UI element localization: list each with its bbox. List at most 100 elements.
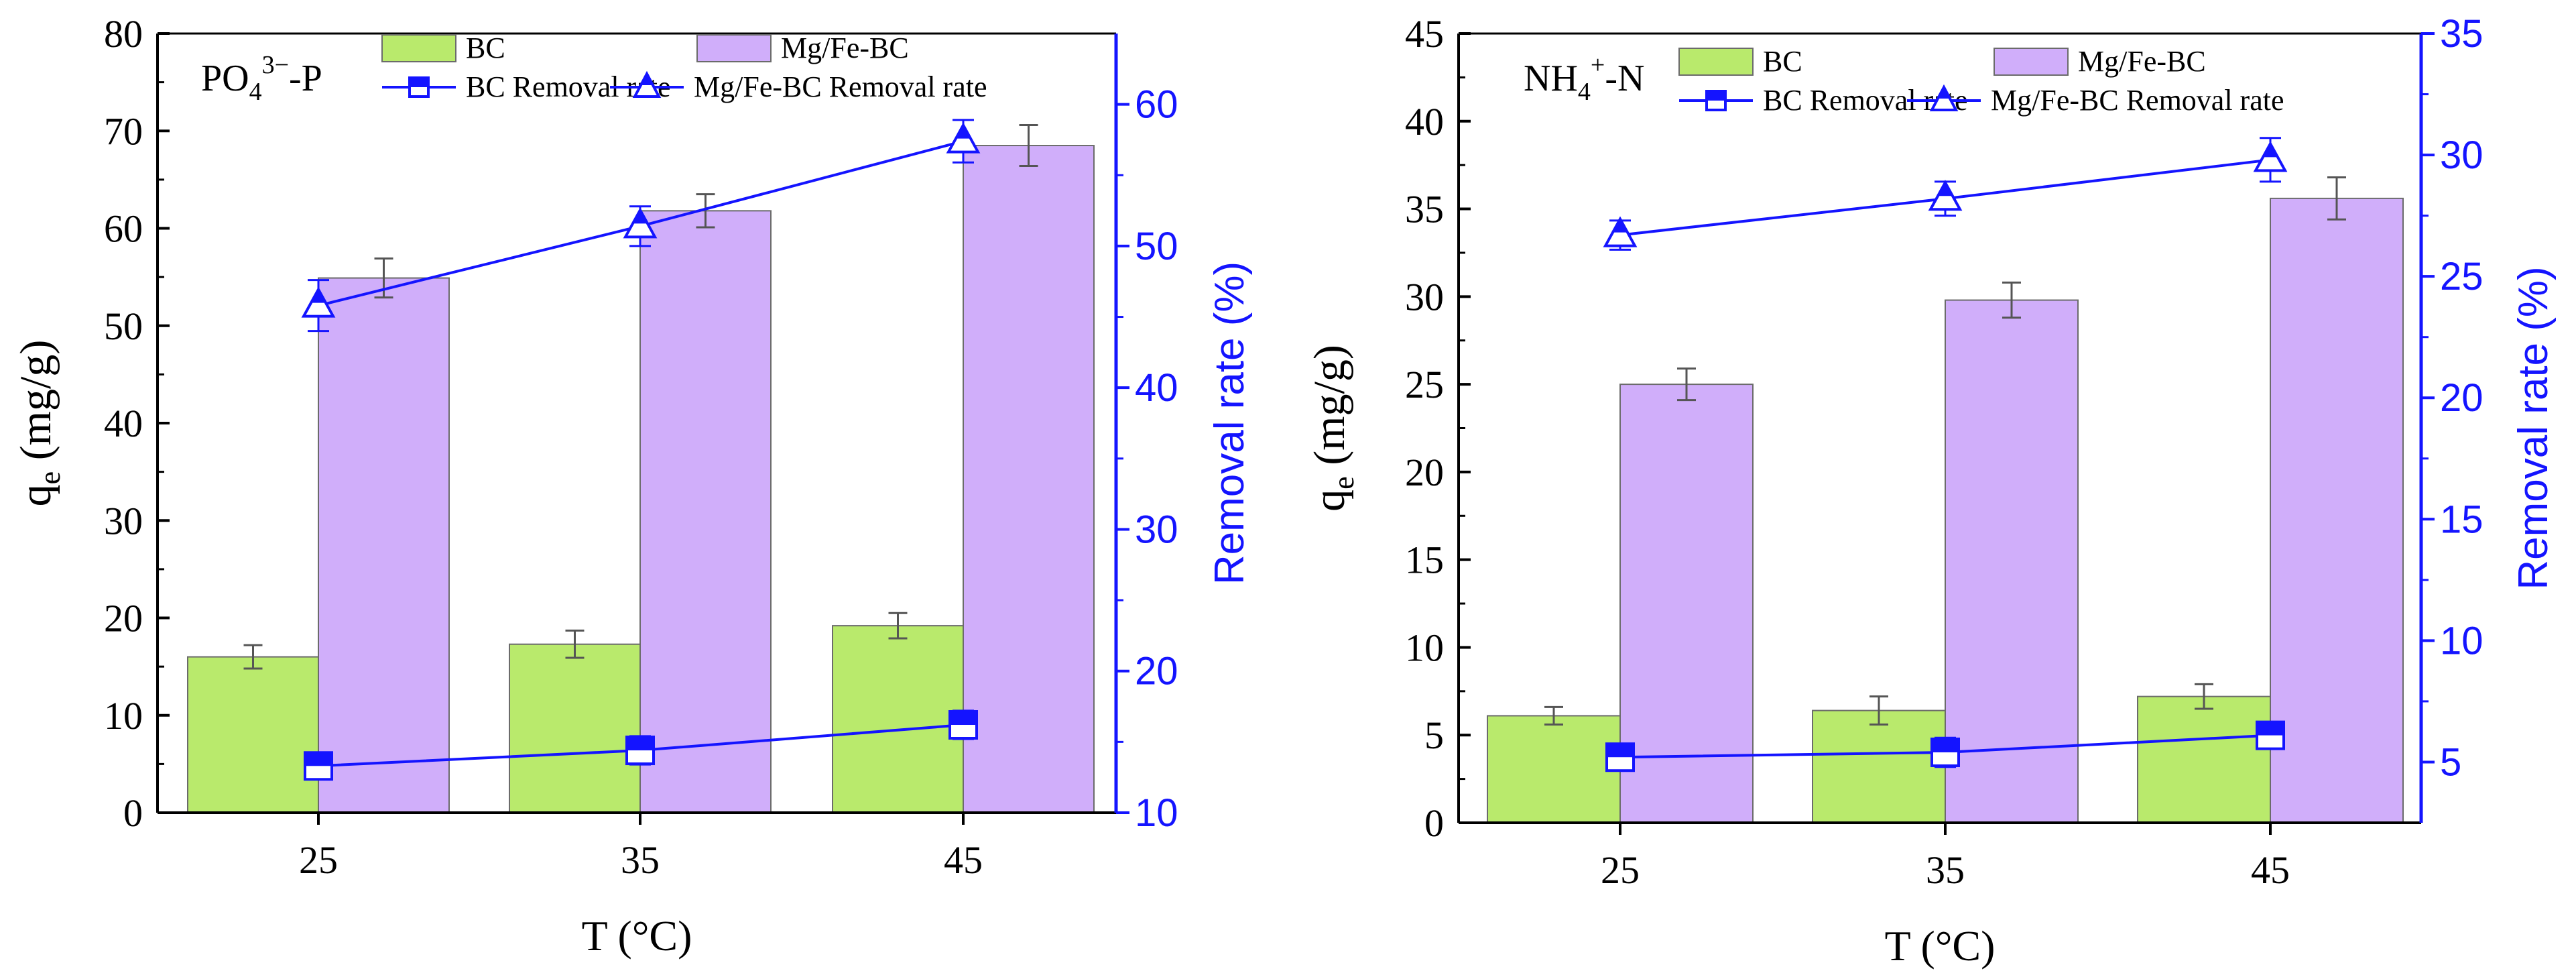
right-tick-label: 5 — [2440, 740, 2461, 784]
panel-label-sub: 4 — [1578, 78, 1591, 106]
panel-label-tail: -P — [289, 58, 322, 99]
left-tick-label: 0 — [123, 791, 143, 835]
y2-axis-title: Removal rate (%) — [1207, 262, 1253, 585]
legend-label-mgfe: Mg/Fe-BC — [781, 32, 909, 64]
left-tick-label: 80 — [104, 12, 143, 56]
legend-marker-triangle-fill — [1938, 87, 1950, 99]
x-tick-label: 35 — [1926, 848, 1965, 892]
right-tick-label: 60 — [1135, 83, 1178, 127]
bar-bc-35 — [509, 643, 641, 814]
left-tick-label: 25 — [1405, 363, 1444, 406]
left-tick-label: 10 — [1405, 626, 1444, 669]
y-axis-title: qe (mg/g) — [1305, 345, 1360, 512]
panel-label: NH4+-N — [1524, 51, 1644, 106]
legend-label-bc: BC — [1763, 45, 1802, 78]
right-tick-label: 15 — [2440, 498, 2483, 541]
x-axis-title: T (°C) — [582, 912, 692, 960]
left-tick-label: 5 — [1424, 713, 1444, 757]
y-axis-title-sub: e — [1327, 476, 1360, 490]
bar-bc-35 — [1812, 709, 1946, 824]
marker-square-fill — [2257, 722, 2284, 736]
legend-marker-square-fill — [1707, 91, 1725, 101]
bar-bc-45 — [832, 625, 964, 813]
marker-square-fill — [627, 737, 654, 751]
marker-triangle-fill — [956, 125, 971, 139]
legend-label-mgfe-removal: Mg/Fe-BC Removal rate — [694, 70, 987, 103]
x-tick-label: 35 — [621, 838, 660, 882]
x-tick-label: 45 — [2251, 848, 2290, 892]
bar-mgfe-45 — [963, 145, 1095, 814]
bar-bc-25 — [187, 656, 319, 813]
panel-label-main: PO — [201, 58, 249, 99]
bar-mgfe-25 — [318, 277, 450, 813]
y-axis-title-main: q — [1305, 490, 1354, 512]
y-axis-title-sub: e — [34, 471, 66, 485]
left-tick-label: 30 — [104, 499, 143, 542]
right-tick-label: 10 — [2440, 619, 2483, 663]
legend-swatch-bc — [381, 34, 456, 62]
marker-square-fill — [305, 752, 332, 766]
y2-axis-title: Removal rate (%) — [2510, 266, 2557, 589]
left-tick-label: 60 — [104, 207, 143, 251]
bar-bc-25 — [1487, 715, 1621, 824]
left-tick-label: 40 — [1405, 100, 1444, 143]
right-tick-label: 20 — [1135, 650, 1178, 693]
marker-square-fill — [1607, 744, 1634, 758]
bar-mgfe-25 — [1619, 384, 1754, 823]
marker-triangle-fill — [633, 210, 648, 224]
right-tick-label: 30 — [2440, 133, 2483, 177]
panel-label-sup: 3− — [262, 51, 289, 79]
x-tick-label: 25 — [1601, 848, 1640, 892]
marker-triangle-fill — [2263, 143, 2278, 158]
chart-phosphate: 0 10 20 30 40 50 60 70 80 10 20 30 40 50 60 25 35 45 T (°C… — [11, 12, 1253, 960]
bar-mgfe-35 — [639, 210, 772, 814]
right-tick-label: 20 — [2440, 376, 2483, 420]
y-axis-title: qe (mg/g) — [11, 340, 66, 507]
panel-label-sub: 4 — [249, 78, 262, 106]
panel-label: PO43−-P — [201, 51, 322, 106]
chart-ammonium: 0 5 10 15 20 25 30 35 40 45 5 10 15 20 25 30 35 25 35 45 T (… — [1305, 12, 2557, 970]
marker-triangle-fill — [311, 289, 326, 303]
y-axis-title-main: q — [11, 484, 60, 506]
right-tick-label: 50 — [1135, 225, 1178, 268]
x-axis-title: T (°C) — [1885, 922, 1996, 970]
legend-label-bc: BC — [466, 32, 505, 64]
legend-marker-triangle-fill — [641, 74, 653, 85]
marker-triangle-fill — [1613, 219, 1628, 233]
left-tick-label: 40 — [104, 402, 143, 445]
left-tick-label: 30 — [1405, 275, 1444, 319]
x-tick-label: 45 — [944, 838, 983, 882]
legend-swatch-mgfe — [1994, 48, 2069, 76]
right-tick-label: 25 — [2440, 255, 2483, 298]
legend-label-mgfe: Mg/Fe-BC — [2078, 45, 2206, 78]
panel-label-main: NH — [1524, 58, 1578, 99]
right-tick-label: 40 — [1135, 366, 1178, 410]
legend-marker-square-fill — [410, 78, 428, 87]
bar-mgfe-35 — [1945, 299, 2079, 823]
marker-square-fill — [950, 711, 977, 726]
legend-swatch-bc — [1678, 48, 1754, 76]
legend-label-mgfe-removal: Mg/Fe-BC Removal rate — [1991, 84, 2284, 117]
panel-label-tail: -N — [1605, 58, 1644, 99]
right-tick-label: 10 — [1135, 791, 1178, 835]
left-tick-label: 50 — [104, 304, 143, 348]
left-tick-label: 70 — [104, 109, 143, 153]
left-tick-label: 35 — [1405, 188, 1444, 231]
y-axis-title-tail: (mg/g) — [11, 340, 60, 471]
marker-square-fill — [1932, 738, 1959, 752]
y-axis-title-tail: (mg/g) — [1305, 345, 1354, 476]
legend-swatch-mgfe — [696, 34, 772, 62]
left-tick-label: 45 — [1405, 12, 1444, 56]
x-tick-label: 25 — [299, 838, 338, 882]
left-tick-label: 0 — [1424, 801, 1444, 845]
left-tick-label: 20 — [104, 597, 143, 640]
bar-bc-45 — [2137, 695, 2271, 824]
left-tick-label: 20 — [1405, 451, 1444, 494]
marker-triangle-fill — [1938, 182, 1953, 196]
left-tick-label: 10 — [104, 694, 143, 738]
right-tick-label: 30 — [1135, 508, 1178, 551]
panel-label-sup: + — [1591, 51, 1605, 79]
left-tick-label: 15 — [1405, 538, 1444, 582]
right-tick-label: 35 — [2440, 12, 2483, 56]
